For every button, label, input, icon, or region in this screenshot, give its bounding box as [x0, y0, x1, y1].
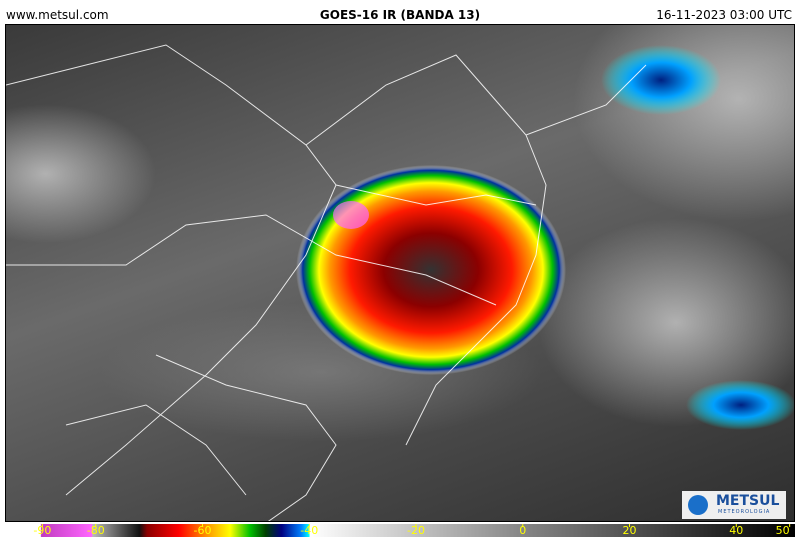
- colorbar-tick-label: -60: [194, 524, 212, 537]
- cold-top: [333, 201, 369, 229]
- cloud-cluster: [601, 45, 721, 115]
- colorbar-ticks: -90 -80 -60 -40 -20 0 20 40 50: [33, 524, 791, 537]
- logo: METSUL METEOROLOGIA: [682, 491, 786, 519]
- storm-system: [296, 165, 566, 375]
- colorbar-tick-label: 50: [776, 524, 790, 537]
- satellite-map: METSUL METEOROLOGIA: [5, 24, 795, 522]
- borders: [6, 44, 647, 521]
- logo-globe: [688, 495, 708, 515]
- colorbar-tick-label: -80: [87, 524, 105, 537]
- colorbar: [5, 524, 795, 537]
- logo-tagline: METEOROLOGIA: [718, 509, 771, 515]
- colorbar-tick-label: -40: [300, 524, 318, 537]
- map-overlay: [6, 44, 794, 521]
- image-title: GOES-16 IR (BANDA 13): [319, 8, 481, 22]
- cloud-cluster: [686, 380, 794, 430]
- site-url: www.metsul.com: [6, 8, 109, 22]
- timestamp: 16-11-2023 03:00 UTC: [656, 8, 792, 22]
- logo-name: METSUL: [716, 493, 780, 509]
- colorbar-tick-label: 20: [623, 524, 637, 537]
- colorbar-tick-label: 40: [729, 524, 743, 537]
- colorbar-tick-label: -20: [407, 524, 425, 537]
- colorbar-tick-label: 0: [519, 524, 526, 537]
- colorbar-tick-label: -90: [33, 524, 51, 537]
